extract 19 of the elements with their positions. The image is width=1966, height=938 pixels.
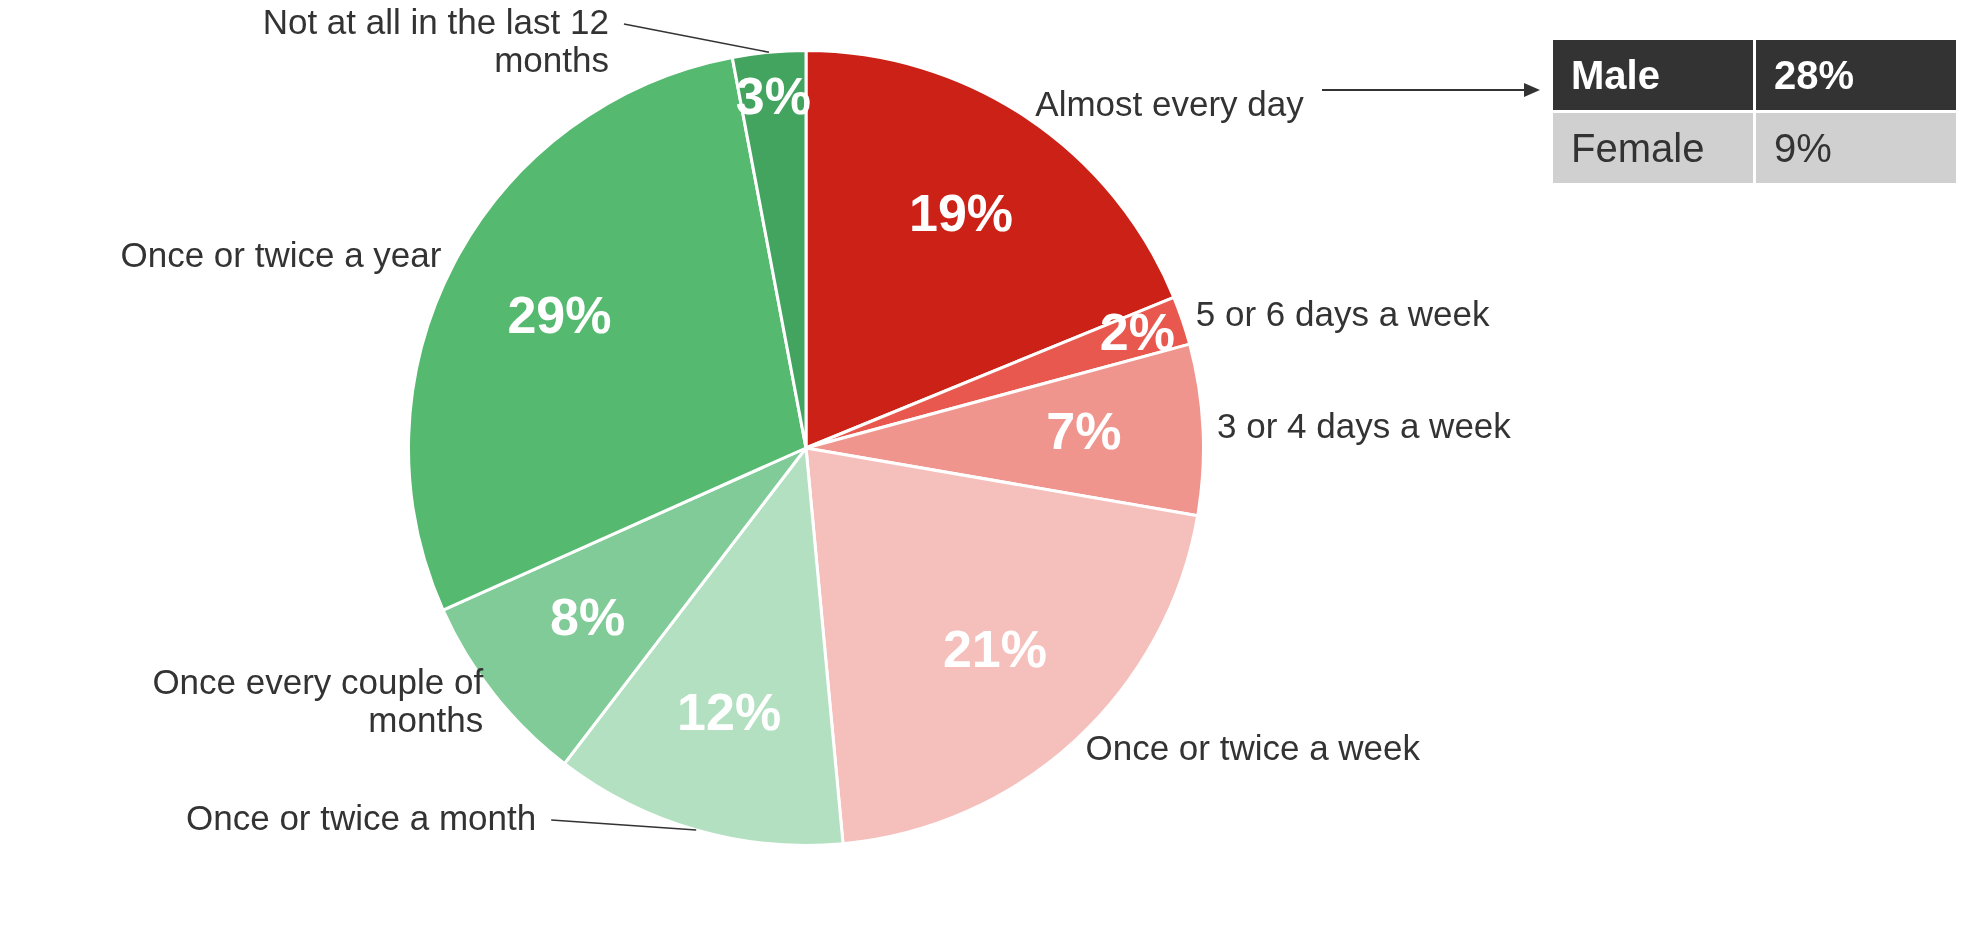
text: Female xyxy=(1553,113,1753,183)
data-label: 19% xyxy=(909,184,1014,243)
data-label: 8% xyxy=(550,587,626,646)
text: 28% xyxy=(1756,40,1956,110)
slice-label: 5 or 6 days a week xyxy=(1195,293,1491,333)
data-label: 7% xyxy=(1046,402,1122,461)
data-label: 21% xyxy=(942,619,1047,678)
slice-label: Once every couple of months xyxy=(152,661,484,739)
slice-label: Once or twice a week xyxy=(1085,727,1421,767)
slice-label: Not at all in the last 12 months xyxy=(262,1,609,79)
data-label: 2% xyxy=(1099,303,1175,362)
slice-label: Once or twice a month xyxy=(186,797,537,837)
text: Male xyxy=(1553,40,1753,110)
slice-label: Once or twice a year xyxy=(120,234,442,274)
slice-label: Almost every day xyxy=(1035,83,1305,123)
data-label: 29% xyxy=(507,286,612,345)
data-label: 12% xyxy=(677,682,782,741)
text: 9% xyxy=(1756,113,1956,183)
slice-label: 3 or 4 days a week xyxy=(1217,406,1512,446)
